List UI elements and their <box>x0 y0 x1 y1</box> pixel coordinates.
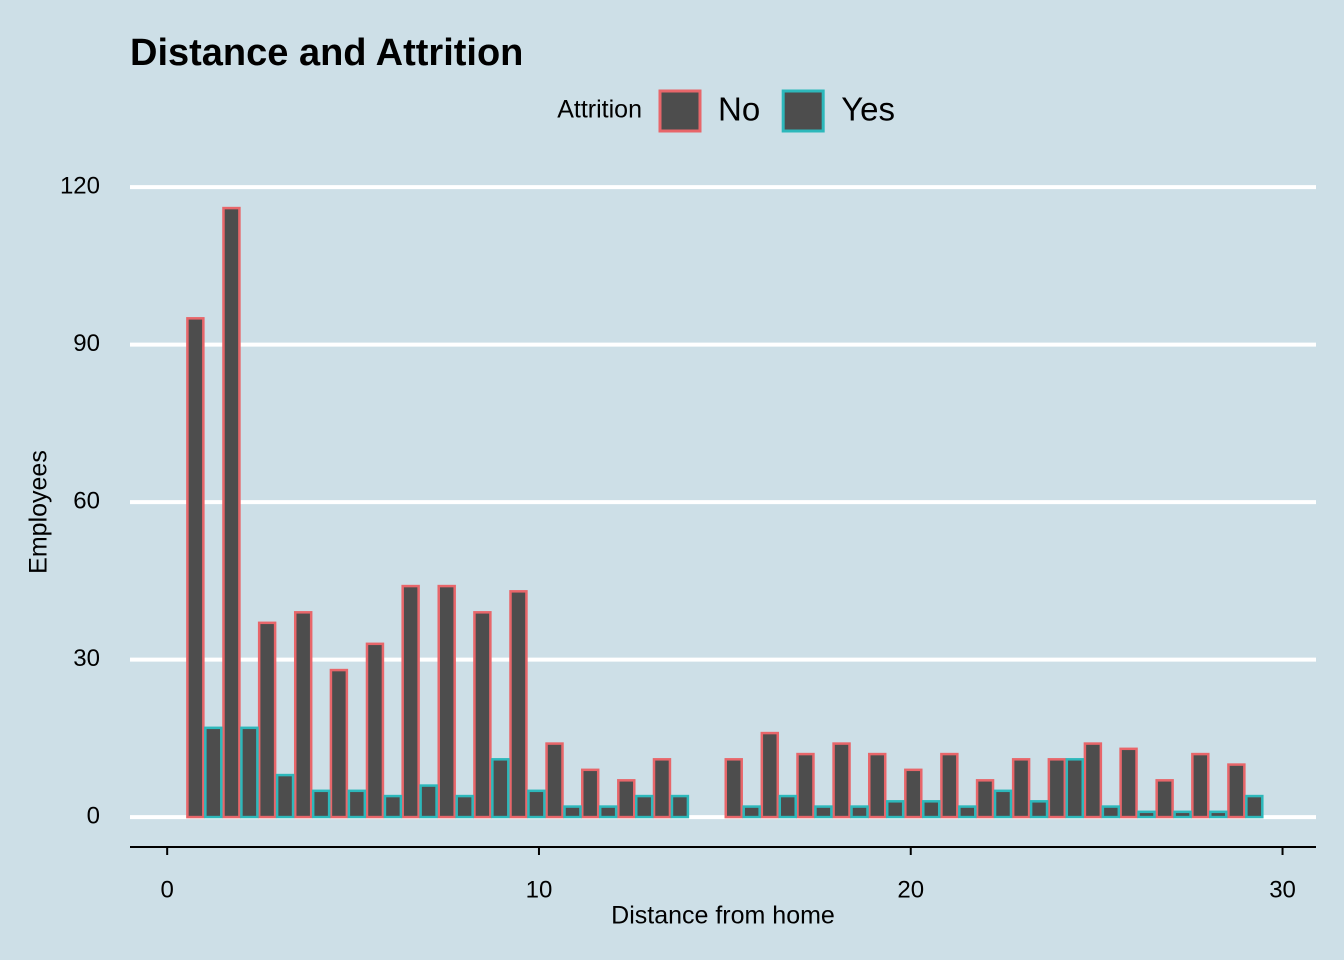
bar <box>1209 810 1228 819</box>
y-tick-label: 90 <box>73 330 100 357</box>
bar <box>275 773 295 819</box>
y-tick-label: 60 <box>73 487 100 514</box>
bar <box>329 668 349 819</box>
bar <box>868 752 887 819</box>
bar <box>724 758 743 819</box>
x-tick-label: 10 <box>526 876 553 903</box>
bar <box>222 206 241 819</box>
bar <box>186 317 205 819</box>
bar <box>365 642 385 819</box>
bar <box>311 789 331 819</box>
bar <box>922 800 941 819</box>
bar <box>1245 794 1264 819</box>
bar <box>778 794 797 819</box>
bar <box>509 590 528 819</box>
x-tick-label: 0 <box>160 876 173 903</box>
bar <box>975 779 995 819</box>
bar <box>1083 742 1103 819</box>
bar <box>652 758 672 819</box>
bar <box>904 768 923 819</box>
bar <box>473 611 492 819</box>
bar <box>257 621 277 819</box>
y-tick-label: 30 <box>73 645 100 672</box>
bar <box>491 758 510 819</box>
bar <box>1191 752 1210 819</box>
y-tick-label: 0 <box>87 802 100 829</box>
y-axis-title: Employees <box>25 450 53 574</box>
bar <box>850 805 869 819</box>
bar <box>1227 763 1246 819</box>
bar <box>1101 805 1121 819</box>
bar <box>617 779 636 819</box>
bar <box>1065 758 1084 819</box>
bar <box>419 784 438 819</box>
bar <box>580 768 600 819</box>
bar <box>383 794 403 819</box>
bar <box>401 584 420 819</box>
bar <box>1119 747 1138 819</box>
x-tick-label: 20 <box>897 876 924 903</box>
bar <box>598 805 618 819</box>
bar <box>670 794 690 819</box>
bar <box>204 726 223 819</box>
bar <box>742 805 761 819</box>
bar <box>1047 758 1067 819</box>
bar <box>993 789 1013 819</box>
y-tick-label: 120 <box>60 172 100 199</box>
bar <box>1029 800 1049 819</box>
bar <box>635 794 654 819</box>
bar <box>1155 779 1174 819</box>
bar <box>832 742 851 819</box>
legend-label: Yes <box>841 91 895 128</box>
bar <box>455 794 474 819</box>
bar <box>563 805 582 819</box>
bar <box>940 752 959 819</box>
legend-key <box>781 89 825 133</box>
x-tick-label: 30 <box>1269 876 1296 903</box>
bar <box>240 726 259 819</box>
bar <box>347 789 367 819</box>
bar <box>958 805 977 819</box>
bar <box>1173 810 1192 819</box>
bar <box>760 731 780 819</box>
legend-title: Attrition <box>557 96 642 124</box>
bar <box>885 800 905 819</box>
bar <box>527 789 546 819</box>
bar <box>545 742 564 819</box>
bar <box>437 584 456 819</box>
legend-label: No <box>718 91 760 128</box>
bar <box>814 805 833 819</box>
bar <box>293 611 313 819</box>
x-axis-title: Distance from home <box>611 902 835 930</box>
chart-title: Distance and Attrition <box>130 32 523 74</box>
bar <box>1011 758 1031 819</box>
bar <box>1137 810 1156 819</box>
bar <box>796 752 815 819</box>
legend-key <box>658 89 702 133</box>
